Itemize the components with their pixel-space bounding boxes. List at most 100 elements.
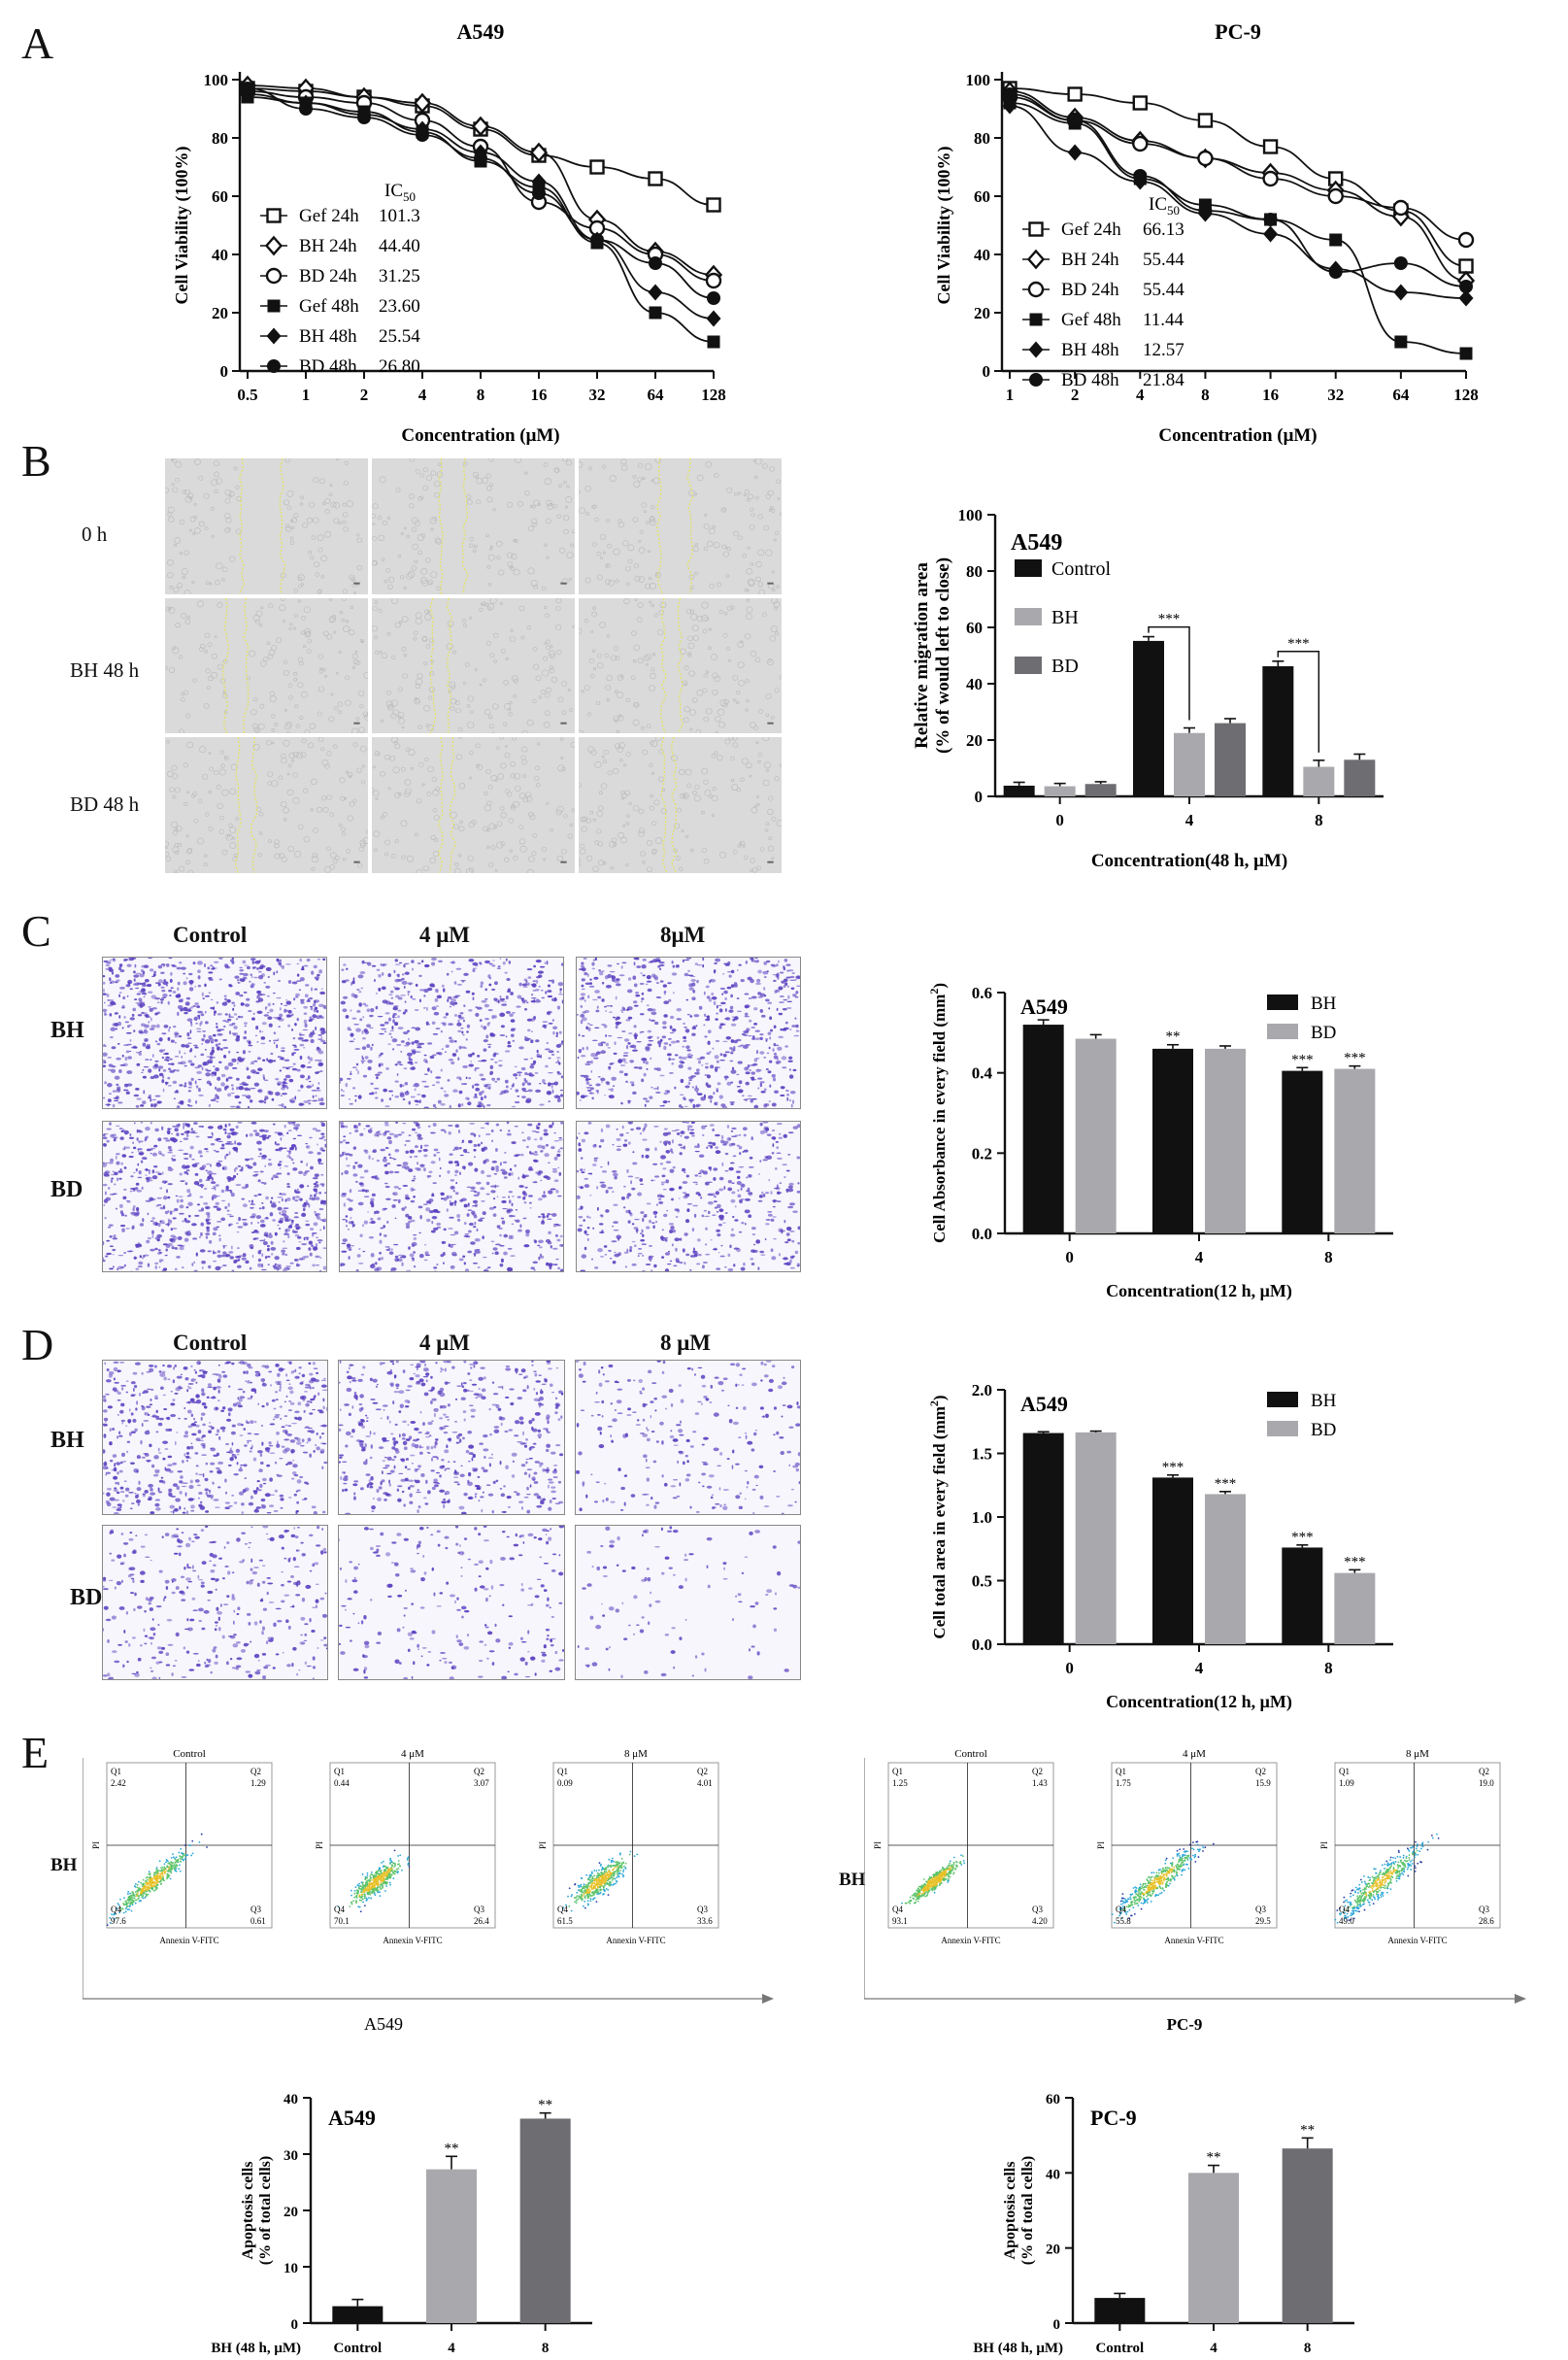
- stained-cell: [724, 1008, 727, 1012]
- stained-cell: [397, 996, 403, 1000]
- cell-outline: [418, 762, 424, 768]
- cell-outline: [505, 789, 510, 794]
- stained-cell: [174, 1041, 177, 1044]
- stained-cell: [141, 1186, 144, 1190]
- stained-cell: [185, 977, 188, 980]
- stained-cell: [560, 962, 563, 966]
- cell-outline: [428, 581, 432, 586]
- legend-label: BD 24h: [1061, 280, 1119, 300]
- stained-cell: [765, 1067, 769, 1071]
- stained-cell: [259, 1170, 264, 1173]
- cell-outline: [709, 527, 716, 535]
- stained-cell: [367, 1060, 373, 1063]
- cell-outline: [178, 865, 185, 872]
- cell-outline: [397, 555, 402, 558]
- stained-cell: [322, 1218, 326, 1222]
- stained-cell: [125, 984, 131, 988]
- stained-cell: [769, 1016, 773, 1021]
- stained-cell: [436, 995, 443, 999]
- stained-cell: [483, 1105, 485, 1108]
- stained-cell: [558, 1030, 562, 1034]
- stained-cell: [417, 1042, 422, 1048]
- stained-cell: [780, 1086, 785, 1090]
- stained-cell: [380, 962, 383, 966]
- stained-cell: [120, 1265, 125, 1268]
- stained-cell: [423, 1106, 429, 1108]
- stained-cell: [262, 1073, 265, 1079]
- cell-outline: [414, 698, 420, 705]
- cell-outline: [377, 516, 383, 521]
- scale-bar: [767, 722, 774, 725]
- stained-cell: [146, 1167, 149, 1171]
- stained-cell: [754, 1029, 760, 1032]
- stained-cell: [197, 984, 202, 988]
- stained-cell: [222, 1025, 226, 1028]
- cell-outline: [361, 764, 365, 768]
- stained-cell: [135, 987, 140, 990]
- cell-outline: [768, 795, 774, 801]
- cell-outline: [504, 702, 512, 710]
- stained-cell: [688, 1079, 692, 1081]
- cell-outline: [188, 528, 192, 532]
- cell-outline: [341, 827, 347, 832]
- stained-cell: [396, 1072, 399, 1077]
- stained-cell: [730, 1102, 734, 1106]
- cell-outline: [762, 780, 770, 787]
- stained-cell: [776, 1007, 779, 1011]
- stained-cell: [668, 1058, 671, 1062]
- stained-cell: [716, 1060, 719, 1063]
- stained-cell: [423, 963, 430, 968]
- stained-cell: [383, 1131, 387, 1136]
- stained-cell: [376, 968, 381, 971]
- stained-cell: [398, 961, 403, 964]
- stained-cell: [480, 1217, 485, 1219]
- cell-outline: [632, 517, 639, 523]
- stained-cell: [705, 1018, 711, 1022]
- stained-cell: [315, 1242, 318, 1247]
- stained-cell: [617, 962, 620, 965]
- cell-outline: [654, 737, 662, 742]
- cell-outline: [401, 855, 406, 860]
- cell-outline: [400, 820, 408, 827]
- stained-cell: [232, 1174, 237, 1178]
- stained-cell: [547, 1011, 550, 1015]
- stained-cell: [559, 1268, 563, 1271]
- stained-cell: [777, 975, 780, 980]
- stained-cell: [278, 1016, 282, 1020]
- data-point: [1328, 265, 1343, 279]
- stained-cell: [304, 1169, 311, 1172]
- cell-outline: [767, 846, 775, 853]
- stained-cell: [186, 1132, 189, 1137]
- stained-cell: [201, 1265, 204, 1269]
- stained-cell: [687, 1053, 691, 1058]
- stained-cell: [476, 1006, 483, 1010]
- cell-outline: [363, 671, 368, 679]
- stained-cell: [729, 1060, 734, 1062]
- stained-cell: [778, 986, 784, 991]
- cell-outline: [537, 742, 541, 746]
- cell-outline: [223, 756, 227, 759]
- stained-cell: [548, 1057, 551, 1060]
- stained-cell: [268, 1039, 272, 1042]
- stained-cell: [674, 1086, 677, 1090]
- stained-cell: [314, 1187, 317, 1192]
- cell-outline: [300, 691, 308, 698]
- chart-title: A549: [457, 19, 505, 44]
- cell-outline: [638, 809, 645, 815]
- stained-cell: [676, 1007, 683, 1012]
- cell-outline: [432, 517, 437, 522]
- bar: [1262, 666, 1294, 796]
- stained-cell: [312, 1127, 317, 1130]
- cell-outline: [702, 628, 708, 633]
- cell-outline: [225, 834, 233, 841]
- stained-cell: [203, 1062, 210, 1066]
- stained-cell: [390, 1266, 397, 1271]
- cell-outline: [771, 817, 777, 823]
- cell-outline: [346, 849, 351, 854]
- cell-outline: [207, 642, 213, 647]
- stained-cell: [367, 961, 372, 966]
- stained-cell: [588, 1024, 593, 1027]
- stained-cell: [427, 987, 433, 992]
- stained-cell: [629, 1081, 635, 1084]
- stained-cell: [157, 983, 161, 987]
